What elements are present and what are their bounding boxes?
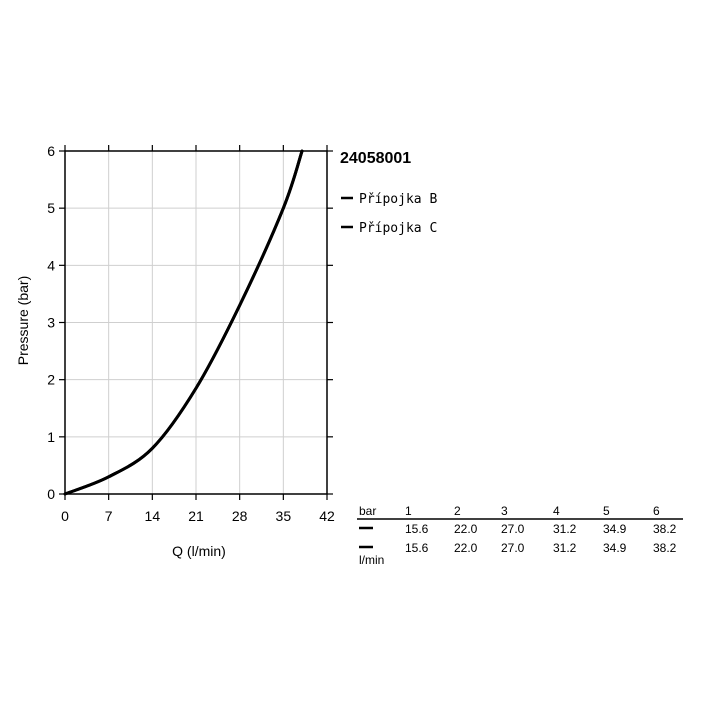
table-column-header: 3 bbox=[501, 504, 508, 518]
legend-label: Přípojka B bbox=[359, 192, 437, 207]
table-column-header: 5 bbox=[603, 504, 610, 518]
x-tick-label: 28 bbox=[232, 508, 248, 524]
y-tick-label: 3 bbox=[47, 315, 55, 331]
table-column-header: 2 bbox=[454, 504, 461, 518]
x-tick-label: 14 bbox=[145, 508, 161, 524]
y-tick-label: 0 bbox=[47, 486, 55, 502]
x-tick-label: 21 bbox=[188, 508, 204, 524]
table-cell: 15.6 bbox=[405, 541, 429, 555]
y-tick-label: 5 bbox=[47, 200, 55, 216]
series-line-2 bbox=[63, 149, 304, 496]
table-cell: 34.9 bbox=[603, 522, 627, 536]
table-cell: 27.0 bbox=[501, 522, 525, 536]
x-tick-label: 0 bbox=[61, 508, 69, 524]
x-tick-label: 7 bbox=[105, 508, 113, 524]
table-column-header: 4 bbox=[553, 504, 560, 518]
table-cell: 31.2 bbox=[553, 541, 577, 555]
table-cell: 27.0 bbox=[501, 541, 525, 555]
y-axis-title: Pressure (bar) bbox=[15, 276, 31, 365]
product-code-title: 24058001 bbox=[340, 150, 411, 167]
table-cell: 22.0 bbox=[454, 522, 478, 536]
y-tick-label: 2 bbox=[47, 372, 55, 388]
table-unit-label: l/min bbox=[359, 553, 384, 567]
table-cell: 38.2 bbox=[653, 522, 677, 536]
legend-label: Přípojka C bbox=[359, 221, 437, 236]
flow-table: bar 1 2 3 4 5 6 15.6 22.0 27.0 31.2 34.9 38.2 15.6 22.… bbox=[357, 504, 683, 567]
x-tick-label: 42 bbox=[319, 508, 335, 524]
table-header-label: bar bbox=[359, 504, 376, 518]
x-axis-title: Q (l/min) bbox=[172, 543, 226, 559]
y-tick-label: 4 bbox=[47, 257, 55, 273]
grid bbox=[65, 151, 327, 494]
series-lines bbox=[63, 149, 304, 496]
legend: Přípojka B Přípojka C bbox=[341, 192, 437, 236]
table-column-header: 6 bbox=[653, 504, 660, 518]
table-cell: 34.9 bbox=[603, 541, 627, 555]
x-tick-label: 35 bbox=[276, 508, 292, 524]
y-tick-label: 1 bbox=[47, 429, 55, 445]
table-column-header: 1 bbox=[405, 504, 412, 518]
table-cell: 22.0 bbox=[454, 541, 478, 555]
table-cell: 38.2 bbox=[653, 541, 677, 555]
table-cell: 31.2 bbox=[553, 522, 577, 536]
table-cell: 15.6 bbox=[405, 522, 429, 536]
y-tick-label: 6 bbox=[47, 143, 55, 159]
axis-ticks: 0 7 14 21 28 35 42 0 1 2 3 4 5 6 bbox=[47, 143, 335, 524]
